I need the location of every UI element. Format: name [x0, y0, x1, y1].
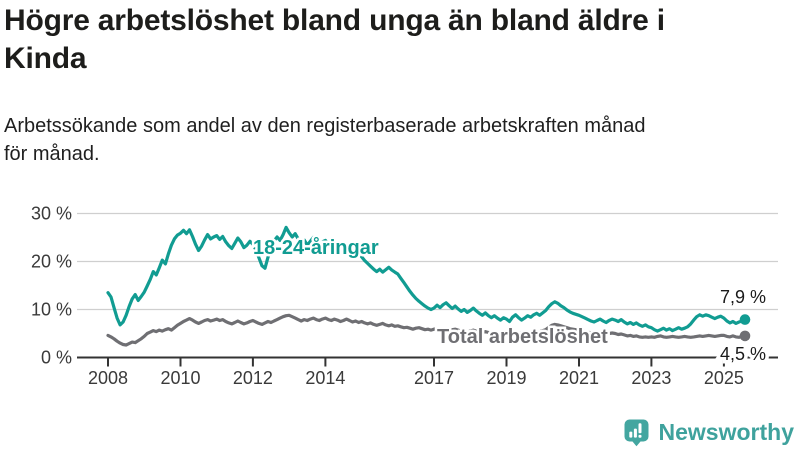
total-end-dot: [739, 330, 751, 342]
youth-series-line: [106, 225, 747, 333]
page-title-line-1: Högre arbetslöshet bland unga än bland ä…: [4, 4, 665, 37]
total-series-label: Total arbetslöshet: [437, 326, 608, 348]
x-tick-label-2021: 2021: [559, 368, 599, 388]
newsworthy-logo-text: Newsworthy: [658, 419, 794, 445]
newsworthy-logo-icon: [624, 419, 649, 447]
y-tick-label-10pct: 10 %: [31, 300, 72, 320]
x-tick-label-2023: 2023: [631, 368, 671, 388]
x-tick-label-2025: 2025: [704, 368, 744, 388]
chart-subtitle: Arbetssökande som andel av den registerb…: [4, 112, 796, 168]
y-tick-label-20pct: 20 %: [31, 252, 72, 272]
page-title-line-2: Kinda: [4, 42, 87, 75]
newsworthy-logo[interactable]: Newsworthy: [623, 418, 794, 447]
chart-subtitle-line-1: Arbetssökande som andel av den registerb…: [4, 115, 646, 137]
x-tick-label-2008: 2008: [88, 368, 128, 388]
youth-end-dot: [739, 314, 751, 325]
chart-subtitle-line-2: för månad.: [4, 143, 100, 165]
youth-series-label: 18-24-åringar: [253, 236, 379, 259]
page-title: Högre arbetslöshet bland unga än bland ä…: [4, 2, 796, 78]
y-tick-label-0pct: 0 %: [41, 348, 72, 368]
y-tick-label-30pct: 30 %: [31, 204, 72, 224]
x-tick-label-2014: 2014: [305, 368, 345, 388]
total-series-line: [106, 313, 747, 347]
x-tick-label-2017: 2017: [414, 368, 454, 388]
x-tick-label-2010: 2010: [160, 368, 200, 388]
x-tick-label-2019: 2019: [486, 368, 526, 388]
total-end-value-label: 4,5 %: [720, 344, 766, 364]
x-tick-label-2012: 2012: [233, 368, 273, 388]
youth-end-value-label: 7,9 %: [720, 287, 766, 307]
